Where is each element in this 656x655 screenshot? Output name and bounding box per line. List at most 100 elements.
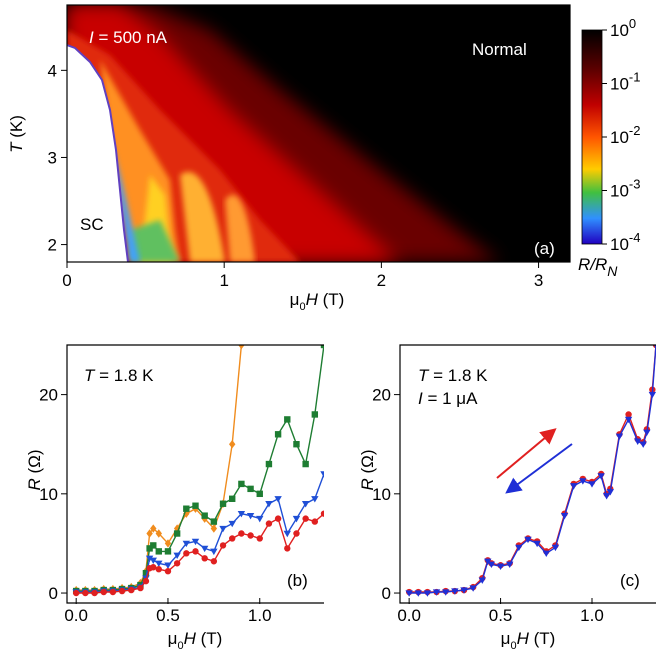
data-point: [311, 518, 319, 525]
data-point: [128, 586, 135, 594]
data-point: [228, 520, 236, 528]
panel-a-xlabel: μ0H (T): [290, 290, 345, 313]
panel-a-xtick-label: 2: [377, 271, 386, 290]
data-point: [648, 391, 656, 399]
data-point: [82, 589, 89, 597]
data-point: [302, 515, 309, 522]
data-point: [192, 548, 199, 555]
colorbar-tick-label: 10-2: [610, 123, 640, 147]
data-point: [229, 440, 236, 449]
data-point: [639, 441, 647, 448]
data-point: [597, 473, 605, 480]
panel-b-series-3: [72, 510, 324, 597]
data-point: [155, 529, 162, 538]
panel-b-axes: 0.0 0.5 1.0 0 10 20: [39, 386, 271, 625]
colorbar-label: R/RN: [578, 255, 618, 279]
data-point: [155, 566, 162, 573]
panel-b-xtick-label: 0.5: [156, 606, 180, 625]
data-point: [301, 501, 310, 508]
data-point: [145, 555, 154, 563]
data-point: [164, 539, 172, 548]
data-point: [292, 515, 301, 523]
colorbar-tick-label: 100: [610, 16, 636, 40]
data-point: [183, 509, 190, 518]
colorbar-ticks: 100 10-1 10-2 10-3 10-4: [602, 16, 640, 254]
data-point: [237, 510, 246, 518]
data-point: [423, 590, 432, 597]
panel-c: 0.0 0.5 1.0 0 10 20 T = 1.8 K I = 1 μA (c) μ0…: [358, 344, 656, 652]
data-point: [302, 460, 309, 468]
data-point: [293, 530, 300, 537]
panel-b-ytick-label: 10: [39, 485, 58, 504]
data-point: [173, 560, 181, 567]
data-point: [72, 589, 80, 597]
panel-a-xtick-label: 0: [62, 271, 71, 290]
data-point: [320, 471, 324, 478]
data-point: [238, 530, 245, 537]
colorbar: [581, 29, 603, 245]
data-point: [146, 529, 153, 538]
data-point: [247, 485, 254, 493]
data-point: [442, 589, 450, 596]
data-point: [643, 429, 651, 437]
panel-a-label: (a): [534, 239, 555, 258]
panel-a-ytick-label: 4: [48, 61, 57, 80]
data-point: [405, 590, 413, 597]
data-point: [506, 561, 514, 568]
data-point: [155, 548, 162, 555]
data-point: [496, 563, 505, 570]
data-point: [238, 345, 245, 350]
data-point: [183, 550, 190, 557]
panel-c-ytick-label: 10: [372, 485, 391, 504]
data-point: [256, 535, 263, 542]
panel-c-xlabel: μ0H (T): [501, 629, 556, 652]
data-point: [579, 478, 587, 485]
data-point: [173, 524, 181, 533]
panel-b-label: (b): [287, 571, 308, 590]
panel-c-ytick-label: 0: [382, 584, 391, 603]
colorbar-tick-label: 10-3: [610, 177, 640, 201]
data-point: [533, 540, 541, 548]
data-point: [164, 548, 172, 555]
data-point: [149, 557, 157, 564]
data-point: [91, 589, 98, 597]
data-point: [274, 431, 282, 438]
data-point: [283, 530, 291, 538]
data-point: [284, 545, 291, 552]
data-point: [142, 569, 150, 577]
heatmap-sc-boundary: [67, 44, 129, 262]
data-point: [201, 512, 208, 519]
panel-a-sc-label: SC: [80, 215, 104, 234]
data-point: [137, 584, 144, 592]
panel-c-xtick-label: 0.0: [397, 606, 421, 625]
data-point: [634, 438, 642, 445]
panel-a-ylabel: T (K): [7, 115, 26, 153]
data-point: [256, 515, 264, 523]
data-point: [602, 493, 611, 500]
panel-c-annotation-I: I = 1 μA: [418, 389, 478, 408]
data-point: [551, 544, 560, 552]
heatmap: [67, 5, 570, 262]
data-point: [229, 535, 236, 542]
data-point: [320, 345, 324, 349]
panel-c-axes: 0.0 0.5 1.0 0 10 20: [372, 386, 604, 625]
panel-a-normal-label: Normal: [472, 40, 527, 59]
sweep-up-arrow: [496, 428, 557, 479]
data-point: [100, 588, 107, 596]
data-point: [210, 518, 218, 525]
panel-c-annotation-T: T = 1.8 K: [418, 366, 488, 385]
panel-c-label: (c): [620, 571, 640, 590]
data-point: [570, 483, 578, 490]
panel-c-series-1: [405, 345, 656, 597]
data-point: [201, 555, 208, 562]
data-point: [311, 411, 319, 418]
colorbar-tick-label: 10-4: [610, 230, 640, 254]
data-point: [164, 562, 172, 569]
data-point: [588, 481, 596, 488]
data-point: [183, 505, 190, 512]
data-point: [109, 588, 117, 596]
data-point: [256, 490, 263, 498]
data-point: [624, 416, 633, 424]
panel-b-frame: [66, 344, 324, 604]
sweep-down-arrow: [505, 443, 573, 494]
